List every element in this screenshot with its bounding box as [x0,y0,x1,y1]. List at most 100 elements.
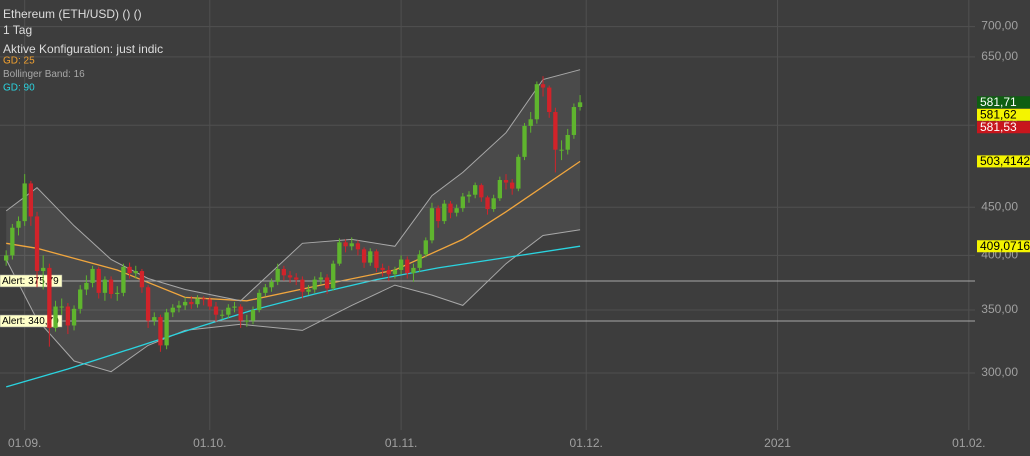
candle-body [219,314,225,316]
candle-body [78,289,83,309]
y-tick-label: 300,00 [981,365,1018,379]
candle-body [34,216,40,272]
candle-body [503,180,509,183]
candle-body [460,196,465,209]
x-tick-label: 2021 [764,436,791,450]
candle-body [485,197,490,210]
candle-body [528,119,533,126]
candle-body [534,84,540,120]
candle-body [491,198,496,210]
candle-body [47,267,52,328]
candle-body [300,279,305,292]
candle-body [121,266,126,293]
x-tick-label: 01.09. [8,436,41,450]
candle-body [4,255,9,261]
candle-body [53,306,58,328]
candle-body [269,281,274,288]
candle-body [250,310,256,321]
candle-body [374,251,379,268]
candle-body [152,317,157,321]
price-label-box [977,155,1030,168]
indicator-line [6,245,581,388]
candle-body [176,305,182,308]
price-label: 581,62 [980,107,1017,121]
candle-body [102,279,108,293]
candle-body [189,301,194,305]
candle-body [368,251,373,263]
price-label-box [977,96,1030,109]
candle-body [207,299,212,307]
candle-body [213,306,219,315]
candle-body [281,268,287,276]
candle-body [392,269,398,275]
band-lower [5,229,581,373]
candle-body [472,185,478,195]
candle-body [553,112,558,150]
candle-body [115,292,120,294]
alert-box [0,274,63,288]
candle-body [510,182,515,189]
candle-body [411,267,416,274]
price-label: 409,0716 [980,239,1030,253]
candle-body [201,298,206,300]
candle-body [16,221,21,228]
candle-body [244,320,249,322]
legend: Ethereum (ETH/USD) () () 1 Tag Aktive Ko… [3,7,163,93]
y-tick-label: 350,00 [981,302,1018,316]
band-upper [5,69,581,302]
x-tick-label: 01.12. [570,436,603,450]
candle-body [324,277,330,289]
candle-body [127,266,132,274]
legend-entry: Bollinger Band: 16 [3,69,85,80]
candle-body [287,275,293,278]
subtitle: 1 Tag [3,23,32,37]
price-label-box [977,240,1030,253]
candle-body [96,268,101,293]
candle-body [349,243,354,247]
candle-body [10,227,15,256]
candle-body [195,298,200,305]
candle-body [540,84,546,88]
alert-box [0,314,63,328]
candle-body [41,267,46,272]
candle-body [139,271,145,288]
chart-title: Ethereum (ETH/USD) () () [3,7,142,21]
alert-label: Alert: 340,70 [2,316,59,327]
candle-body [108,279,114,294]
candle-body [28,183,34,217]
x-tick-label: 01.10. [193,436,226,450]
candle-body [577,102,583,108]
price-label: 581,71 [980,95,1017,109]
candle-body [90,268,95,283]
candle-body [522,125,527,157]
candle-body [448,203,453,213]
price-label: 503,4142 [980,154,1030,168]
candle-body [405,259,410,274]
candle-body [398,259,404,270]
candle-body [294,277,299,280]
indicator-line [6,160,581,302]
candle-body [158,317,163,346]
candle-body [435,208,441,222]
candle-body [380,267,385,270]
candle-body [312,279,317,290]
candle-body [164,312,169,346]
candle-body [84,282,89,290]
price-label-box [977,121,1030,134]
config-label: Aktive Konfiguration: just indic [3,42,163,56]
candle-body [263,287,268,293]
candle-body [571,107,577,135]
x-tick-label: 01.11. [385,436,417,450]
candle-body [386,269,391,275]
price-label: 581,53 [980,120,1017,134]
candle-body [182,301,188,306]
candle-body [318,277,324,280]
candle-body [423,240,428,255]
candle-body [238,306,243,321]
candle-body [565,134,570,150]
candle-body [479,185,484,198]
candle-body [306,289,311,292]
candle-body [337,242,342,264]
